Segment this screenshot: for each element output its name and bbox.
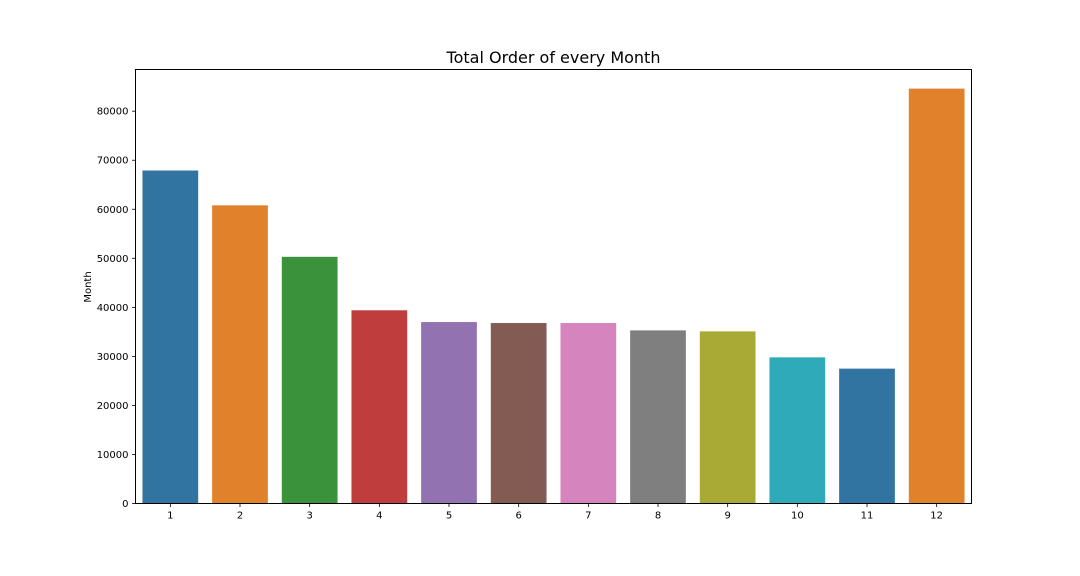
bar-month-12 [908, 88, 965, 504]
x-tick-label: 11 [861, 511, 874, 522]
bars-group [142, 88, 965, 504]
x-tick-label: 3 [306, 511, 312, 522]
bar-month-9 [699, 331, 756, 504]
bar-month-4 [351, 310, 408, 504]
y-tick-label: 40000 [97, 303, 129, 314]
x-tick-label: 10 [791, 511, 804, 522]
bar-month-5 [421, 322, 477, 504]
bar-month-1 [142, 170, 199, 504]
bar-month-10 [769, 357, 826, 504]
x-tick-label: 6 [515, 511, 521, 522]
y-tick-label: 60000 [97, 205, 129, 216]
bar-month-2 [212, 205, 268, 504]
plot-frame [135, 69, 972, 504]
y-axis-ticks: 0 10000 20000 30000 40000 50000 60000 70000 8000… [97, 107, 136, 510]
bar-month-11 [839, 368, 895, 504]
bar-month-3 [281, 256, 338, 504]
bar-month-8 [630, 330, 686, 504]
y-tick-label: 10000 [97, 450, 129, 461]
x-tick-label: 1 [167, 511, 173, 522]
x-axis-ticks: 1 2 3 4 5 6 7 8 9 10 11 12 [167, 503, 943, 522]
bar-month-6 [490, 323, 547, 504]
chart-title: Total Order of every Month [446, 48, 661, 67]
y-tick-label: 0 [122, 499, 128, 510]
y-axis-title: Month [83, 271, 94, 302]
x-tick-label: 8 [655, 511, 661, 522]
x-tick-label: 12 [930, 511, 943, 522]
x-tick-label: 7 [585, 511, 591, 522]
x-tick-label: 5 [446, 511, 452, 522]
y-tick-label: 20000 [97, 401, 129, 412]
y-tick-label: 70000 [97, 156, 129, 167]
x-tick-label: 4 [376, 511, 382, 522]
y-tick-label: 80000 [97, 107, 129, 118]
x-tick-label: 9 [724, 511, 730, 522]
x-tick-label: 2 [237, 511, 243, 522]
y-tick-label: 30000 [97, 352, 129, 363]
y-tick-label: 50000 [97, 254, 129, 265]
bar-month-7 [560, 323, 617, 504]
